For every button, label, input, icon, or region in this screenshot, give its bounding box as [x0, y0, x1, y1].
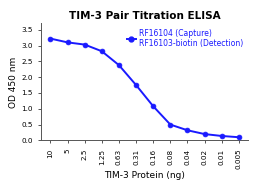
X-axis label: TIM-3 Protein (ng): TIM-3 Protein (ng) — [104, 171, 185, 180]
Y-axis label: OD 450 nm: OD 450 nm — [9, 56, 18, 107]
Title: TIM-3 Pair Titration ELISA: TIM-3 Pair Titration ELISA — [69, 11, 220, 21]
Legend: RF16104 (Capture)
RF16103-biotin (Detection): RF16104 (Capture) RF16103-biotin (Detect… — [125, 27, 244, 50]
